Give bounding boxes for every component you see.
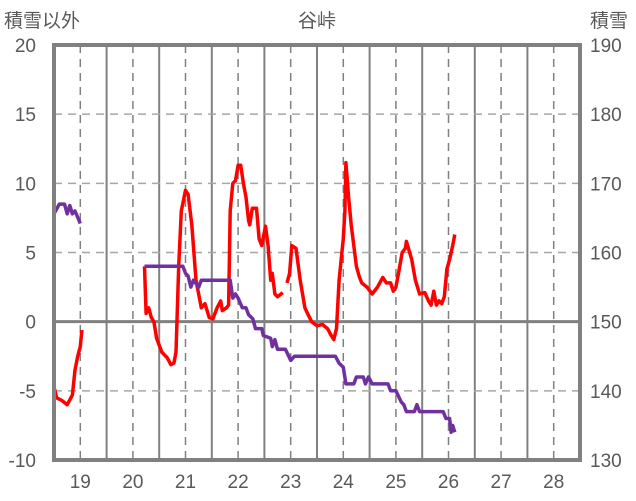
x-tick-label: 20 — [122, 472, 143, 493]
x-tick-label: 27 — [491, 472, 512, 493]
snow-depth-line — [144, 264, 457, 435]
x-tick-label: 23 — [280, 472, 301, 493]
left-y-tick-label: 15 — [15, 105, 36, 126]
other-value-line — [285, 160, 457, 342]
chart-title: 谷峠 — [298, 10, 336, 32]
right-axis-title: 積雪 — [590, 10, 628, 32]
x-tick-label: 26 — [438, 472, 459, 493]
x-tick-label: 21 — [175, 472, 196, 493]
right-y-tick-label: 170 — [590, 174, 622, 195]
x-tick-label: 25 — [385, 472, 406, 493]
left-y-tick-label: -5 — [19, 382, 36, 403]
left-y-tick-label: 0 — [25, 313, 36, 334]
plot-frame — [52, 43, 582, 462]
snow-depth-line — [52, 202, 82, 225]
left-y-tick-label: 10 — [15, 174, 36, 195]
series-lines — [52, 160, 457, 435]
left-axis-title: 積雪以外 — [4, 10, 80, 32]
other-value-line — [142, 163, 284, 367]
gridlines — [54, 45, 580, 460]
x-tick-label: 24 — [333, 472, 355, 493]
right-y-tick-label: 190 — [590, 36, 622, 57]
other-value-line — [52, 329, 84, 407]
x-tick-label: 19 — [70, 472, 91, 493]
right-y-tick-label: 150 — [590, 313, 622, 334]
x-tick-label: 28 — [543, 472, 564, 493]
right-y-tick-label: 130 — [590, 451, 622, 472]
left-y-tick-label: 5 — [25, 244, 36, 265]
right-y-tick-label: 160 — [590, 244, 622, 265]
right-y-tick-label: 180 — [590, 105, 622, 126]
right-y-tick-label: 140 — [590, 382, 622, 403]
tick-labels: 20 15 10 5 0 -5 -10 190 180 170 160 150 140 130 19 20 21… — [9, 36, 622, 493]
left-y-tick-label: -10 — [9, 451, 36, 472]
left-y-tick-label: 20 — [15, 36, 36, 57]
x-tick-label: 22 — [228, 472, 249, 493]
